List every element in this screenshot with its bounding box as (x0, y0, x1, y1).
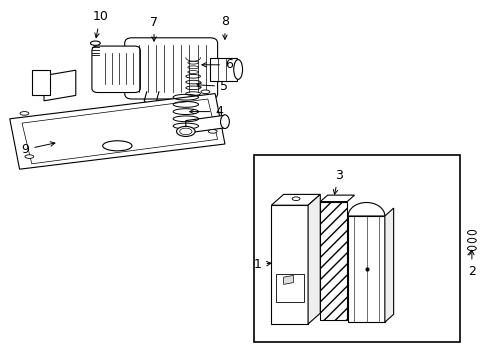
Polygon shape (185, 115, 224, 133)
Text: 2: 2 (467, 251, 475, 278)
Text: 9: 9 (21, 142, 55, 156)
Ellipse shape (102, 141, 132, 151)
Text: 5: 5 (197, 80, 227, 93)
Polygon shape (283, 275, 293, 284)
Ellipse shape (176, 126, 195, 136)
Ellipse shape (90, 41, 100, 45)
Text: 4: 4 (189, 105, 223, 118)
Ellipse shape (220, 115, 229, 129)
Text: 7: 7 (150, 16, 158, 41)
Ellipse shape (233, 59, 242, 79)
Text: 10: 10 (92, 10, 108, 37)
Ellipse shape (25, 155, 34, 158)
Polygon shape (384, 208, 393, 322)
FancyBboxPatch shape (92, 46, 140, 93)
Bar (210, 58, 237, 81)
Text: 3: 3 (333, 169, 342, 194)
Ellipse shape (292, 197, 299, 201)
Bar (347, 216, 384, 322)
FancyBboxPatch shape (124, 38, 217, 99)
Polygon shape (320, 195, 354, 202)
Bar (254, 155, 459, 342)
Text: 1: 1 (253, 258, 270, 271)
Text: 8: 8 (221, 15, 228, 39)
Polygon shape (271, 194, 320, 205)
Bar (32, 70, 50, 95)
Bar (271, 205, 307, 324)
Ellipse shape (201, 90, 209, 94)
Text: 6: 6 (202, 58, 232, 71)
Polygon shape (307, 194, 320, 324)
Bar (276, 274, 304, 302)
Polygon shape (44, 70, 76, 101)
Bar (320, 202, 346, 320)
Ellipse shape (208, 130, 217, 133)
Wedge shape (347, 202, 384, 216)
Polygon shape (10, 94, 224, 169)
Ellipse shape (20, 112, 29, 115)
